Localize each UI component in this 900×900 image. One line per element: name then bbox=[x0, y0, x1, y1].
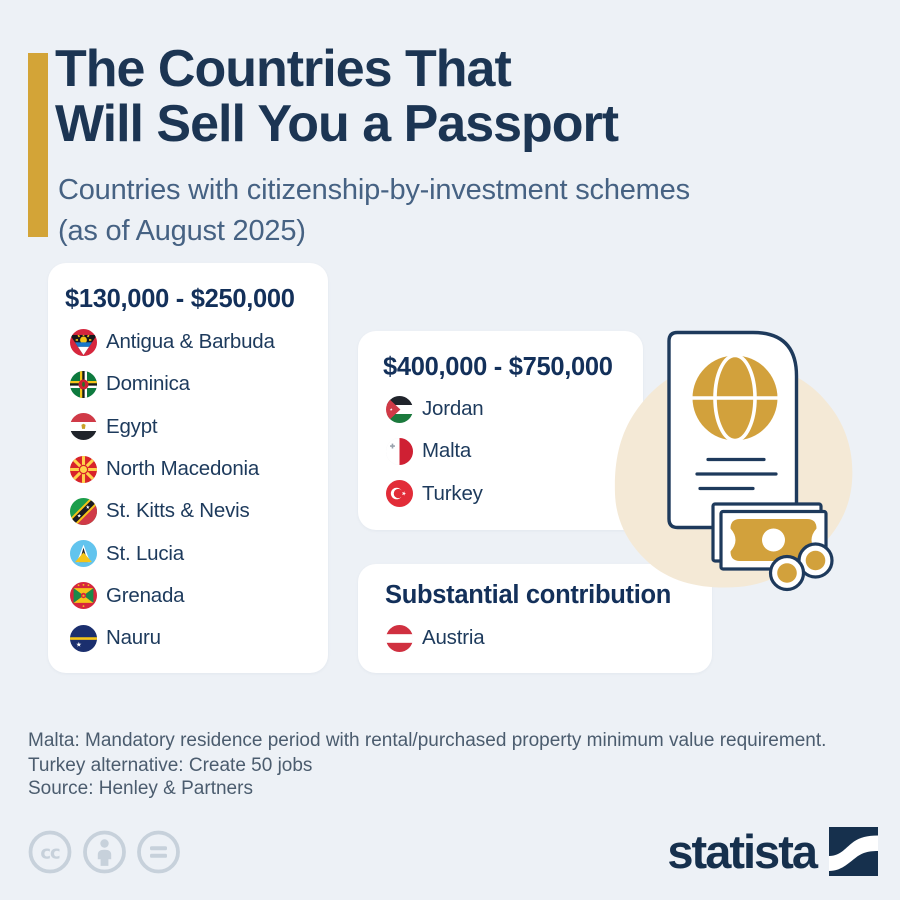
page-subtitle: Countries with citizenship-by-investment… bbox=[58, 170, 690, 252]
page-subtitle-line1: Countries with citizenship-by-investment… bbox=[58, 174, 690, 206]
passport-page bbox=[667, 330, 799, 530]
beige-blob-background bbox=[614, 364, 853, 588]
flag-turkey-icon bbox=[386, 480, 413, 508]
country-row: Antigua & Barbuda bbox=[70, 321, 328, 363]
statista-logo: statista bbox=[667, 827, 878, 876]
country-row: Austria bbox=[386, 617, 712, 659]
statista-logo-mark bbox=[829, 827, 878, 876]
banknotes-icon bbox=[711, 502, 828, 571]
footnote-line2: Turkey alternative: Create 50 jobs bbox=[28, 754, 313, 776]
statista-wordmark: statista bbox=[667, 825, 818, 878]
page-subtitle-line2: (as of August 2025) bbox=[58, 215, 306, 247]
flag-jordan-icon bbox=[386, 395, 413, 423]
country-label: Austria bbox=[422, 626, 485, 650]
country-label: St. Kitts & Nevis bbox=[106, 499, 250, 523]
footnote-line1: Malta: Mandatory residence period with r… bbox=[28, 730, 827, 751]
flag-nauru-icon bbox=[70, 624, 97, 652]
country-label: Turkey bbox=[422, 481, 483, 505]
page-title-line1: The Countries That bbox=[55, 40, 512, 98]
country-label: Grenada bbox=[106, 583, 185, 607]
flag-egypt-icon bbox=[70, 413, 97, 441]
passport-text-lines bbox=[695, 457, 778, 491]
flag-austria-icon bbox=[386, 624, 413, 652]
country-row: Turkey bbox=[386, 473, 643, 515]
flag-north-macedonia-icon bbox=[70, 455, 97, 483]
country-list: Austria bbox=[386, 617, 712, 659]
country-row: North Macedonia bbox=[70, 448, 328, 490]
country-list: Jordan Malta Turkey bbox=[386, 388, 643, 515]
country-label: Malta bbox=[422, 439, 472, 463]
price-tier-card-1: $130,000 - $250,000 bbox=[48, 263, 328, 673]
page-title: The Countries That Will Sell You a Passp… bbox=[55, 40, 619, 153]
price-tier-card-2: $400,000 - $750,000 Jordan bbox=[358, 331, 643, 530]
substantial-contribution-card: Substantial contribution Austria bbox=[358, 564, 712, 673]
country-row: Jordan bbox=[386, 388, 643, 430]
country-label: Antigua & Barbuda bbox=[106, 330, 275, 354]
license-bar: cc bbox=[26, 828, 186, 881]
title-accent-bar bbox=[28, 53, 48, 237]
cc-icon: cc bbox=[28, 830, 72, 874]
flag-st-kitts-nevis-icon bbox=[70, 497, 97, 525]
country-row: Nauru bbox=[70, 617, 328, 659]
globe-icon bbox=[692, 353, 778, 443]
cc-nd-icon bbox=[137, 830, 180, 874]
page-title-line2: Will Sell You a Passport bbox=[55, 95, 619, 153]
country-label: St. Lucia bbox=[106, 541, 184, 565]
country-label: Nauru bbox=[106, 626, 161, 650]
country-row: Malta bbox=[386, 430, 643, 472]
svg-text:cc: cc bbox=[40, 843, 60, 864]
coins-icon bbox=[768, 542, 834, 592]
country-row: St. Lucia bbox=[70, 532, 328, 574]
flag-antigua-barbuda-icon bbox=[70, 328, 97, 356]
tier-heading: Substantial contribution bbox=[385, 581, 672, 609]
country-label: Dominica bbox=[106, 372, 190, 396]
country-list: Antigua & Barbuda Dominica bbox=[70, 321, 328, 659]
country-row: Dominica bbox=[70, 363, 328, 405]
tier-heading: $400,000 - $750,000 bbox=[383, 353, 613, 381]
country-row: St. Kitts & Nevis bbox=[70, 490, 328, 532]
footnotes: Malta: Mandatory residence period with r… bbox=[28, 729, 826, 778]
flag-st-lucia-icon bbox=[70, 540, 97, 568]
flag-malta-icon bbox=[386, 437, 413, 465]
source-line: Source: Henley & Partners bbox=[28, 778, 253, 799]
flag-grenada-icon bbox=[70, 582, 97, 610]
flag-dominica-icon bbox=[70, 370, 97, 398]
country-label: North Macedonia bbox=[106, 457, 260, 481]
country-label: Egypt bbox=[106, 414, 158, 438]
country-row: Egypt bbox=[70, 406, 328, 448]
country-row: Grenada bbox=[70, 575, 328, 617]
cc-by-icon bbox=[83, 830, 126, 874]
tier-heading: $130,000 - $250,000 bbox=[65, 285, 295, 313]
country-label: Jordan bbox=[422, 397, 484, 421]
